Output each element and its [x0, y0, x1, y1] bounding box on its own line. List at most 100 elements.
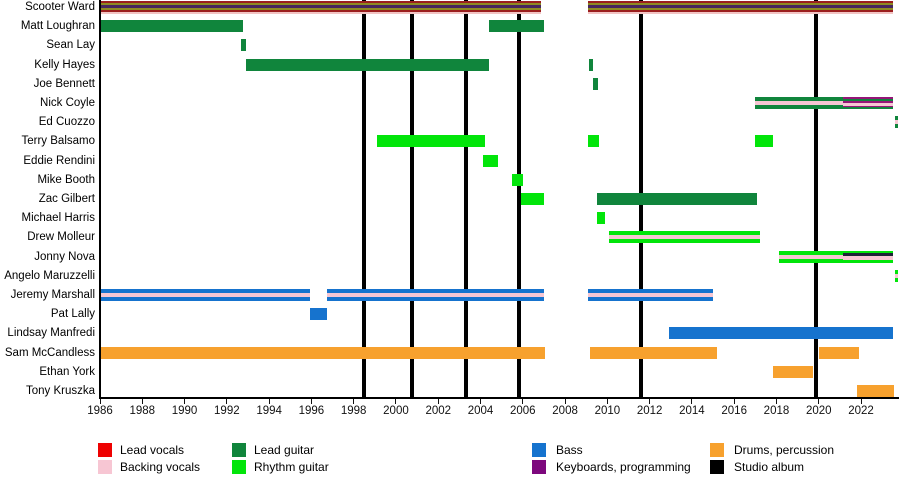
tenure-bar-stripe	[668, 327, 893, 340]
tenure-bar-stripe	[755, 135, 774, 148]
legend-label: Backing vocals	[120, 460, 201, 474]
tenure-bar-stripe	[894, 116, 899, 121]
x-axis-tick-label: 1988	[129, 405, 156, 417]
x-axis-tick-label: 2020	[805, 405, 832, 417]
x-axis-tick	[268, 399, 270, 404]
tenure-bar-stripe	[100, 7, 541, 10]
member-tenure-bar	[596, 212, 606, 225]
legend-label: Keyboards, programming	[556, 460, 691, 474]
legend-label: Rhythm guitar	[254, 460, 329, 474]
member-label: Sean Lay	[46, 39, 95, 52]
x-axis-tick	[860, 399, 862, 404]
member-tenure-bar	[843, 250, 893, 263]
tenure-bar-stripe	[894, 124, 899, 129]
legend-swatch	[232, 443, 246, 457]
member-label: Michael Harris	[21, 212, 96, 225]
member-tenure-bar	[755, 135, 774, 148]
tenure-bar-stripe	[512, 173, 523, 186]
tenure-bar-stripe	[589, 58, 593, 71]
legend-label: Bass	[556, 443, 583, 457]
x-axis-tick	[480, 399, 482, 404]
member-tenure-bar	[668, 327, 893, 340]
member-label: Nick Coyle	[40, 97, 95, 109]
legend-label: Lead vocals	[120, 443, 185, 457]
tenure-bar-stripe	[843, 106, 893, 107]
tenure-bar-stripe	[588, 293, 714, 297]
tenure-bar-stripe	[100, 346, 545, 359]
x-axis-tick-label: 1992	[214, 405, 240, 417]
member-tenure-bar	[773, 365, 814, 378]
member-label: Mike Booth	[37, 173, 95, 186]
tenure-bar-stripe	[755, 97, 844, 101]
x-axis-tick	[606, 399, 608, 404]
member-tenure-bar	[588, 0, 893, 14]
member-label: Terry Balsamo	[21, 135, 96, 148]
tenure-bar-stripe	[843, 250, 893, 253]
member-tenure-bar	[778, 250, 844, 263]
x-axis-tick	[99, 399, 101, 404]
tenure-bar-stripe	[596, 193, 758, 205]
member-tenure-bar	[596, 193, 758, 205]
member-tenure-bar	[894, 116, 899, 129]
x-axis-tick	[733, 399, 735, 404]
x-axis-tick-label: 1990	[171, 405, 198, 417]
tenure-bar-stripe	[856, 385, 894, 397]
member-label: Jeremy Marshall	[10, 289, 95, 301]
member-tenure-bar	[245, 58, 489, 71]
tenure-bar-stripe	[488, 20, 544, 33]
x-axis-tick	[395, 399, 397, 404]
tenure-bar-stripe	[327, 293, 544, 297]
member-tenure-bar	[100, 0, 541, 14]
tenure-bar-stripe	[588, 135, 599, 148]
tenure-bar-stripe	[100, 293, 311, 297]
tenure-bar-stripe	[843, 97, 893, 99]
x-axis-tick-label: 2012	[636, 405, 663, 417]
tenure-bar-stripe	[100, 297, 311, 301]
member-label: Ethan York	[39, 365, 95, 378]
member-tenure-bar	[588, 135, 599, 148]
legend-swatch	[98, 460, 112, 474]
legend-swatch	[532, 460, 546, 474]
member-tenure-bar	[609, 231, 760, 244]
x-axis-tick-label: 2002	[425, 405, 452, 417]
x-axis-line	[99, 397, 900, 399]
tenure-bar-stripe	[327, 297, 544, 301]
x-axis-tick-label: 1986	[87, 405, 113, 417]
tenure-bar-stripe	[843, 103, 893, 106]
studio-album-line	[409, 0, 414, 398]
tenure-bar-stripe	[588, 2, 893, 5]
member-label: Eddie Rendini	[23, 154, 95, 167]
member-tenure-bar	[100, 346, 545, 359]
tenure-bar-stripe	[843, 252, 893, 256]
member-tenure-bar	[818, 346, 859, 359]
x-axis-tick	[226, 399, 228, 404]
legend-swatch	[98, 443, 112, 457]
tenure-bar-stripe	[843, 255, 893, 260]
x-axis-tick	[184, 399, 186, 404]
member-label: Ed Cuozzo	[38, 116, 95, 129]
tenure-bar-stripe	[100, 289, 311, 293]
tenure-bar-stripe	[778, 258, 844, 263]
tenure-bar-stripe	[327, 289, 544, 293]
member-label: Tony Kruszka	[25, 385, 95, 397]
member-label: Kelly Hayes	[34, 58, 95, 71]
x-axis-tick-label: 2004	[467, 405, 494, 417]
legend-swatch	[532, 443, 546, 457]
member-tenure-bar	[843, 97, 893, 109]
member-tenure-bar	[592, 77, 598, 90]
member-tenure-bar	[310, 308, 328, 321]
x-axis-tick-label: 2022	[848, 405, 874, 417]
tenure-bar-stripe	[588, 11, 893, 14]
x-axis-tick	[564, 399, 566, 404]
tenure-bar-stripe	[588, 289, 714, 293]
member-tenure-bar	[589, 58, 593, 71]
member-label: Scooter Ward	[25, 1, 95, 13]
tenure-bar-stripe	[894, 120, 899, 125]
member-tenure-bar	[488, 20, 544, 33]
studio-album-line	[516, 0, 521, 398]
y-axis-line	[99, 0, 101, 398]
member-tenure-bar	[894, 269, 899, 282]
x-axis-tick-label: 2016	[721, 405, 747, 417]
tenure-bar-stripe	[310, 308, 328, 321]
x-axis-tick	[437, 399, 439, 404]
